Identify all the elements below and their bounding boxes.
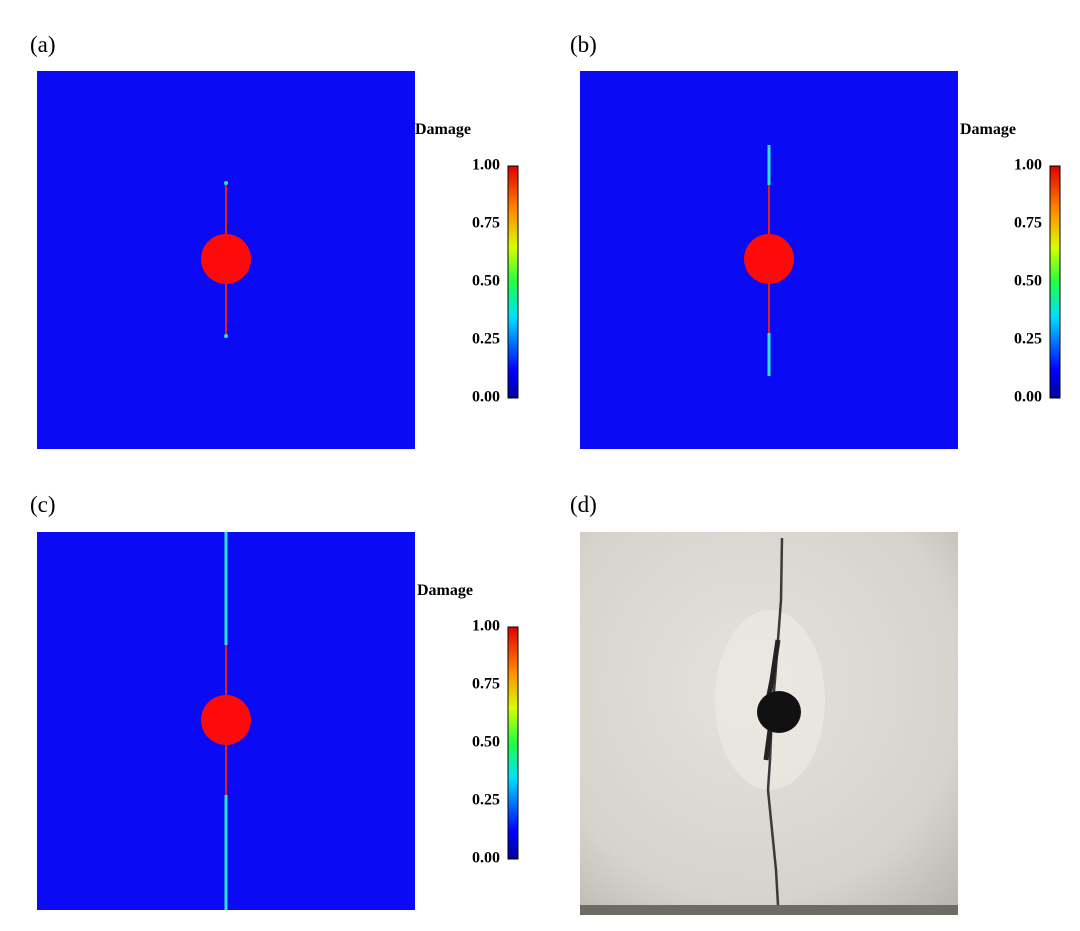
colorbar-tick-label: 1.00 (472, 618, 500, 635)
colorbar-tick-label: 0.75 (1014, 215, 1042, 232)
panel-label: (b) (570, 32, 597, 57)
colorbar-tick-label: 1.00 (472, 157, 500, 174)
crack-tip (224, 334, 228, 338)
colorbar-title: Damage (415, 121, 471, 138)
panel-label: (d) (570, 492, 597, 517)
colorbar-tick-label: 0.00 (1014, 389, 1042, 406)
colorbar (1049, 165, 1061, 399)
hole (201, 234, 251, 284)
colorbar-tick-label: 0.25 (1014, 331, 1042, 348)
colorbar-tick-label: 0.50 (472, 734, 500, 751)
colorbar-tick-label: 0.00 (472, 850, 500, 867)
hole (744, 234, 794, 284)
colorbar-tick-label: 0.25 (472, 792, 500, 809)
photo (580, 532, 958, 915)
crack-tip (224, 181, 228, 185)
colorbar (507, 165, 519, 399)
colorbar-tick-label: 0.50 (1014, 273, 1042, 290)
colorbar-tick-label: 0.25 (472, 331, 500, 348)
colorbar-tick-label: 0.50 (472, 273, 500, 290)
panel-label: (a) (30, 32, 56, 57)
hole (201, 695, 251, 745)
colorbar-title: Damage (417, 582, 473, 599)
colorbar-tick-label: 1.00 (1014, 157, 1042, 174)
colorbar-tick-label: 0.75 (472, 215, 500, 232)
panel-label: (c) (30, 492, 56, 517)
colorbar (507, 626, 519, 860)
colorbar-tick-label: 0.75 (472, 676, 500, 693)
colorbar-title: Damage (960, 121, 1016, 138)
colorbar-tick-label: 0.00 (472, 389, 500, 406)
